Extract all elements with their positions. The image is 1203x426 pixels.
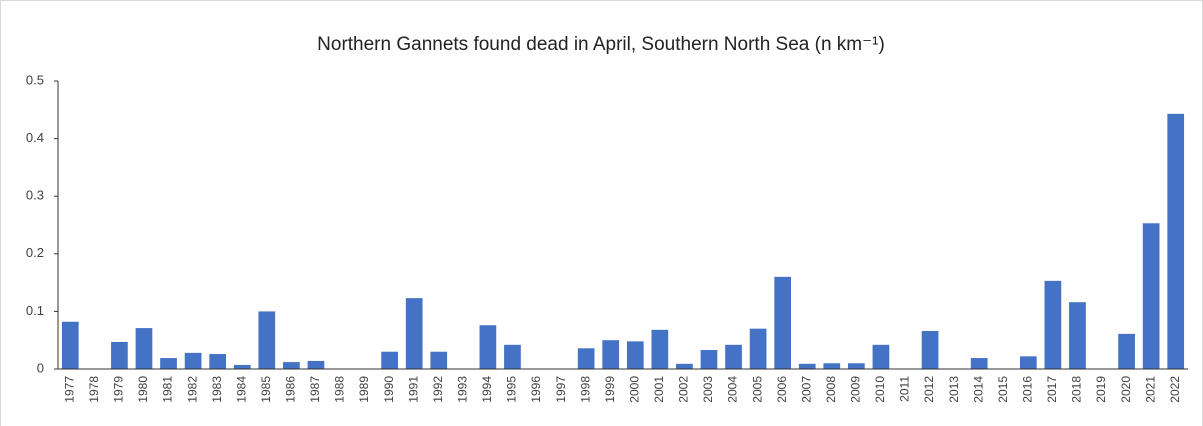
x-tick-label: 1999 (603, 376, 617, 403)
bar (749, 328, 767, 369)
bar (1044, 280, 1062, 369)
x-tick-label: 2021 (1143, 376, 1157, 403)
x-tick-label: 2007 (799, 376, 813, 403)
x-tick-label: 2004 (726, 376, 740, 403)
x-tick-label: 1985 (259, 376, 273, 403)
bar (160, 358, 177, 369)
bar (921, 330, 939, 369)
x-tick-label: 1980 (136, 376, 150, 403)
y-tick-label: 0.5 (26, 72, 44, 87)
x-tick-label: 1981 (161, 376, 175, 403)
y-tick-label: 0.2 (26, 245, 44, 260)
bar (1167, 113, 1185, 369)
bar (430, 351, 448, 369)
x-tick-label: 1982 (185, 376, 199, 403)
x-tick-label: 1998 (578, 376, 592, 403)
bar (405, 298, 423, 369)
x-tick-label: 2022 (1168, 376, 1182, 403)
bar (504, 344, 521, 369)
bar (135, 328, 153, 369)
x-tick-label: 1987 (308, 376, 322, 403)
bar (283, 362, 300, 369)
x-tick-label: 2012 (922, 376, 936, 403)
x-tick-label: 1997 (554, 376, 568, 403)
bar (258, 311, 276, 369)
x-tick-label: 2017 (1045, 376, 1059, 403)
bar (1142, 223, 1160, 369)
x-tick-label: 1992 (431, 376, 445, 403)
x-tick-label: 2011 (898, 376, 912, 402)
bar (61, 321, 79, 369)
x-tick-label: 2001 (652, 376, 666, 403)
y-tick-label: 0.4 (26, 130, 44, 145)
x-tick-label: 1979 (112, 376, 126, 403)
x-tick-label: 2016 (1020, 376, 1034, 403)
bar (823, 363, 841, 369)
bar (700, 349, 718, 369)
bar (111, 341, 128, 369)
x-tick-label: 2000 (627, 376, 641, 403)
bar (798, 363, 816, 369)
bar (1019, 356, 1037, 369)
x-tick-label: 1996 (529, 376, 543, 403)
bar (209, 354, 227, 369)
x-tick-label: 2014 (971, 376, 985, 403)
bar (725, 344, 742, 369)
x-tick-label: 1993 (455, 376, 469, 403)
x-tick-label: 2003 (701, 376, 715, 403)
bar (848, 363, 865, 369)
x-tick-label: 1994 (480, 376, 494, 403)
x-tick-label: 2020 (1119, 376, 1133, 403)
bar (479, 325, 497, 369)
x-tick-label: 2018 (1070, 376, 1084, 403)
x-tick-label: 1978 (87, 376, 101, 403)
x-tick-label: 1995 (505, 376, 519, 403)
x-tick-label: 2015 (996, 376, 1010, 403)
x-tick-label: 2010 (873, 376, 887, 403)
x-tick-label: 2013 (947, 376, 961, 403)
chart-title: Northern Gannets found dead in April, So… (317, 34, 885, 55)
bar (872, 344, 890, 369)
x-tick-label: 2005 (750, 376, 764, 403)
bar (626, 341, 644, 369)
x-tick-label: 2009 (849, 376, 863, 403)
bar (774, 276, 792, 369)
bar (602, 340, 620, 369)
x-tick-label: 2002 (677, 376, 691, 403)
x-tick-label: 2019 (1094, 376, 1108, 403)
bar (577, 348, 595, 369)
bar (1118, 333, 1135, 369)
bar (233, 364, 251, 369)
x-tick-label: 1990 (382, 376, 396, 403)
x-tick-label: 1988 (333, 376, 347, 403)
x-tick-label: 2006 (775, 376, 789, 403)
x-tick-label: 1977 (62, 376, 76, 403)
bar (184, 352, 202, 369)
bar (1069, 302, 1086, 369)
bar (381, 351, 398, 369)
y-tick-label: 0.3 (26, 188, 44, 203)
bar (307, 360, 325, 369)
y-tick-label: 0 (37, 360, 44, 375)
bar (676, 363, 693, 369)
bar (651, 329, 669, 369)
x-tick-label: 1986 (284, 376, 298, 403)
x-tick-label: 1984 (234, 376, 248, 403)
x-tick-label: 1989 (357, 376, 371, 403)
x-tick-label: 1991 (406, 376, 420, 403)
x-tick-label: 2008 (824, 376, 838, 403)
y-tick-label: 0.1 (26, 303, 44, 318)
x-tick-label: 1983 (210, 376, 224, 403)
bar (970, 358, 988, 369)
